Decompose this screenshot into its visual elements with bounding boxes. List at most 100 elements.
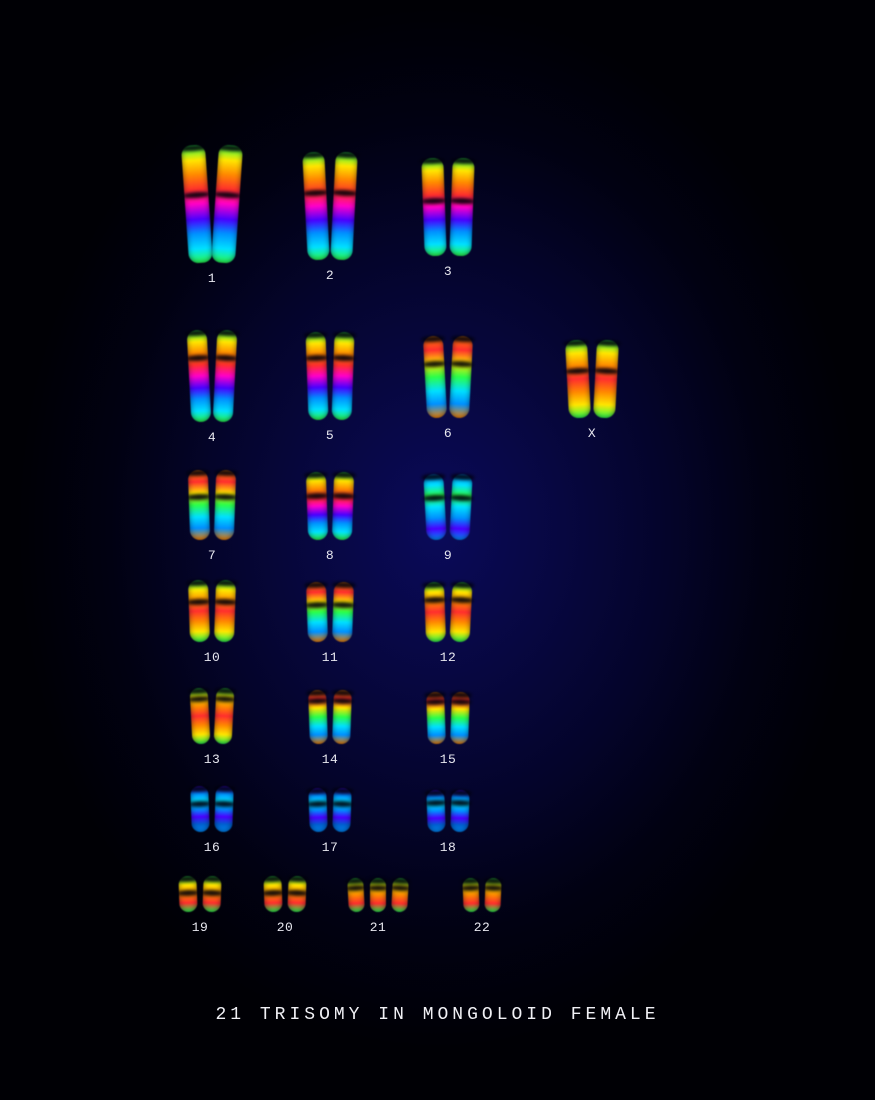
- centromere: [449, 198, 475, 205]
- chromosome: [484, 878, 501, 913]
- chromosome: [188, 580, 210, 643]
- chromosome: [305, 332, 328, 421]
- chromosome: [332, 472, 354, 541]
- chromosome-pair: [309, 690, 351, 744]
- centromere: [213, 191, 241, 199]
- centromere: [187, 494, 211, 501]
- chromosome-pair: [309, 788, 351, 832]
- chromosome-pair: [425, 336, 471, 418]
- centromere: [305, 602, 329, 609]
- chromosome-group-1: 1: [185, 145, 239, 286]
- chromosome-pair: [185, 145, 239, 263]
- centromere: [450, 360, 474, 367]
- chromosome-group-15: 15: [427, 692, 469, 767]
- chromosome-group-8: 8: [307, 472, 353, 563]
- chromosome: [211, 144, 243, 263]
- chromosome: [331, 332, 354, 421]
- chromosome-label: 18: [440, 840, 457, 855]
- chromosome-label: 14: [322, 752, 339, 767]
- chromosome-group-9: 9: [425, 474, 471, 563]
- chromosome: [188, 470, 210, 541]
- chromosome: [187, 330, 212, 423]
- centromere: [422, 360, 446, 367]
- chromosome: [426, 790, 445, 833]
- chromosome: [306, 582, 328, 643]
- chromosome: [308, 690, 328, 745]
- chromosome-group-21: 21: [348, 878, 408, 935]
- caption: 21 TRISOMY IN MONGOLOID FEMALE: [215, 1005, 659, 1025]
- chromosome: [332, 582, 354, 643]
- chromosome: [190, 688, 211, 745]
- centromere: [286, 890, 308, 897]
- centromere: [307, 801, 329, 808]
- karyotype-canvas: 123456X7891011121314151617181920212221 T…: [0, 0, 875, 1100]
- centromere: [449, 494, 473, 501]
- chromosome: [426, 692, 446, 745]
- chromosome-label: 8: [326, 548, 334, 563]
- chromosome-group-16: 16: [191, 786, 233, 855]
- chromosome-group-17: 17: [309, 788, 351, 855]
- chromosome-group-4: 4: [189, 330, 235, 445]
- chromosome: [332, 690, 352, 745]
- chromosome-pair: [305, 152, 355, 260]
- chromosome: [306, 472, 328, 541]
- chromosome-group-10: 10: [189, 580, 235, 665]
- chromosome-label: 7: [208, 548, 216, 563]
- chromosome: [214, 470, 236, 541]
- chromosome-group-13: 13: [191, 688, 233, 767]
- centromere: [302, 189, 328, 196]
- centromere: [213, 494, 237, 501]
- chromosome: [450, 692, 470, 745]
- chromosome: [423, 474, 446, 541]
- chromosome-label: 13: [204, 752, 221, 767]
- chromosome-pair: [179, 876, 221, 912]
- chromosome-pair: [189, 470, 235, 540]
- centromere: [331, 801, 353, 808]
- centromere: [390, 884, 410, 891]
- chromosome-label: 12: [440, 650, 457, 665]
- chromosome: [214, 688, 235, 745]
- chromosome: [202, 876, 221, 913]
- chromosome-pair: [348, 878, 408, 912]
- centromere: [332, 189, 358, 196]
- centromere: [425, 800, 447, 807]
- chromosome-group-X: X: [567, 340, 617, 441]
- chromosome: [593, 339, 619, 418]
- chromosome-label: 11: [322, 650, 339, 665]
- chromosome: [370, 878, 386, 912]
- centromere: [449, 596, 473, 603]
- centromere: [345, 884, 365, 891]
- chromosome-pair: [307, 472, 353, 540]
- chromosome-pair: [307, 582, 353, 642]
- centromere: [214, 695, 236, 702]
- chromosome: [449, 158, 474, 257]
- centromere: [186, 354, 210, 361]
- chromosome: [565, 339, 591, 418]
- centromere: [422, 597, 446, 604]
- chromosome-label: 1: [208, 271, 216, 286]
- chromosome-label: 16: [204, 840, 221, 855]
- centromere: [182, 191, 210, 199]
- centromere: [368, 885, 388, 891]
- chromosome: [214, 580, 236, 643]
- chromosome: [449, 474, 472, 541]
- chromosome-pair: [463, 878, 501, 912]
- centromere: [424, 699, 446, 706]
- chromosome-label: 10: [204, 650, 221, 665]
- chromosome: [449, 336, 473, 419]
- centromere: [449, 800, 471, 807]
- centromere: [461, 885, 481, 892]
- chromosome-label: 19: [192, 920, 209, 935]
- chromosome-group-14: 14: [309, 690, 351, 767]
- chromosome: [302, 151, 330, 260]
- centromere: [564, 367, 590, 374]
- chromosome: [423, 336, 447, 419]
- chromosome-pair: [191, 688, 233, 744]
- chromosome-group-12: 12: [425, 582, 471, 665]
- chromosome-label: 15: [440, 752, 457, 767]
- chromosome: [450, 790, 469, 833]
- chromosome: [308, 788, 328, 833]
- centromere: [213, 599, 237, 606]
- centromere: [262, 890, 284, 897]
- centromere: [331, 602, 355, 609]
